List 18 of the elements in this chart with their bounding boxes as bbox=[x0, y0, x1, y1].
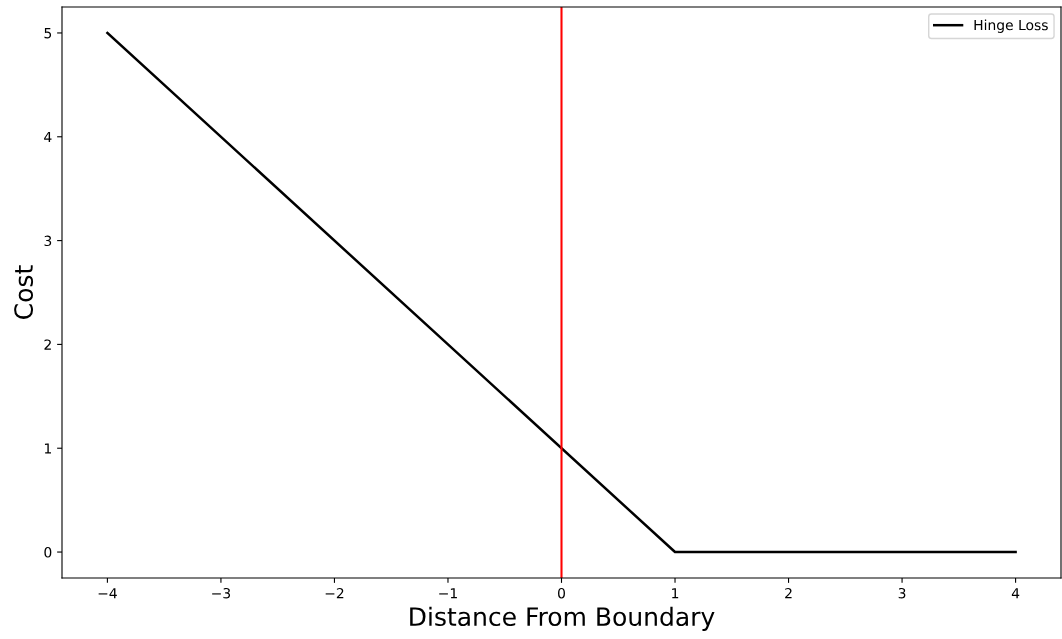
y-tick-label: 4 bbox=[44, 131, 52, 143]
x-tick-label: 0 bbox=[558, 587, 565, 599]
y-tick-label: 5 bbox=[44, 28, 52, 39]
y-tick-label: 2 bbox=[44, 339, 51, 350]
x-axis-title: Distance From Boundary bbox=[410, 606, 715, 631]
x-tick-label: −2 bbox=[325, 587, 344, 599]
x-tick-label: −1 bbox=[439, 588, 457, 599]
x-tick-label: 1 bbox=[672, 588, 679, 599]
y-tick-label: 1 bbox=[44, 443, 51, 454]
y-tick-label: 0 bbox=[44, 547, 52, 558]
y-axis-title: Cost bbox=[14, 265, 34, 319]
x-tick-label: 3 bbox=[898, 587, 906, 599]
x-tick-label: −4 bbox=[98, 588, 117, 599]
x-tick-label: 4 bbox=[1011, 588, 1020, 599]
y-tick-label: 3 bbox=[44, 235, 52, 247]
x-tick-label: −3 bbox=[212, 587, 231, 599]
x-tick-label: 2 bbox=[785, 587, 792, 599]
legend-label: Hinge Loss bbox=[974, 19, 1048, 33]
